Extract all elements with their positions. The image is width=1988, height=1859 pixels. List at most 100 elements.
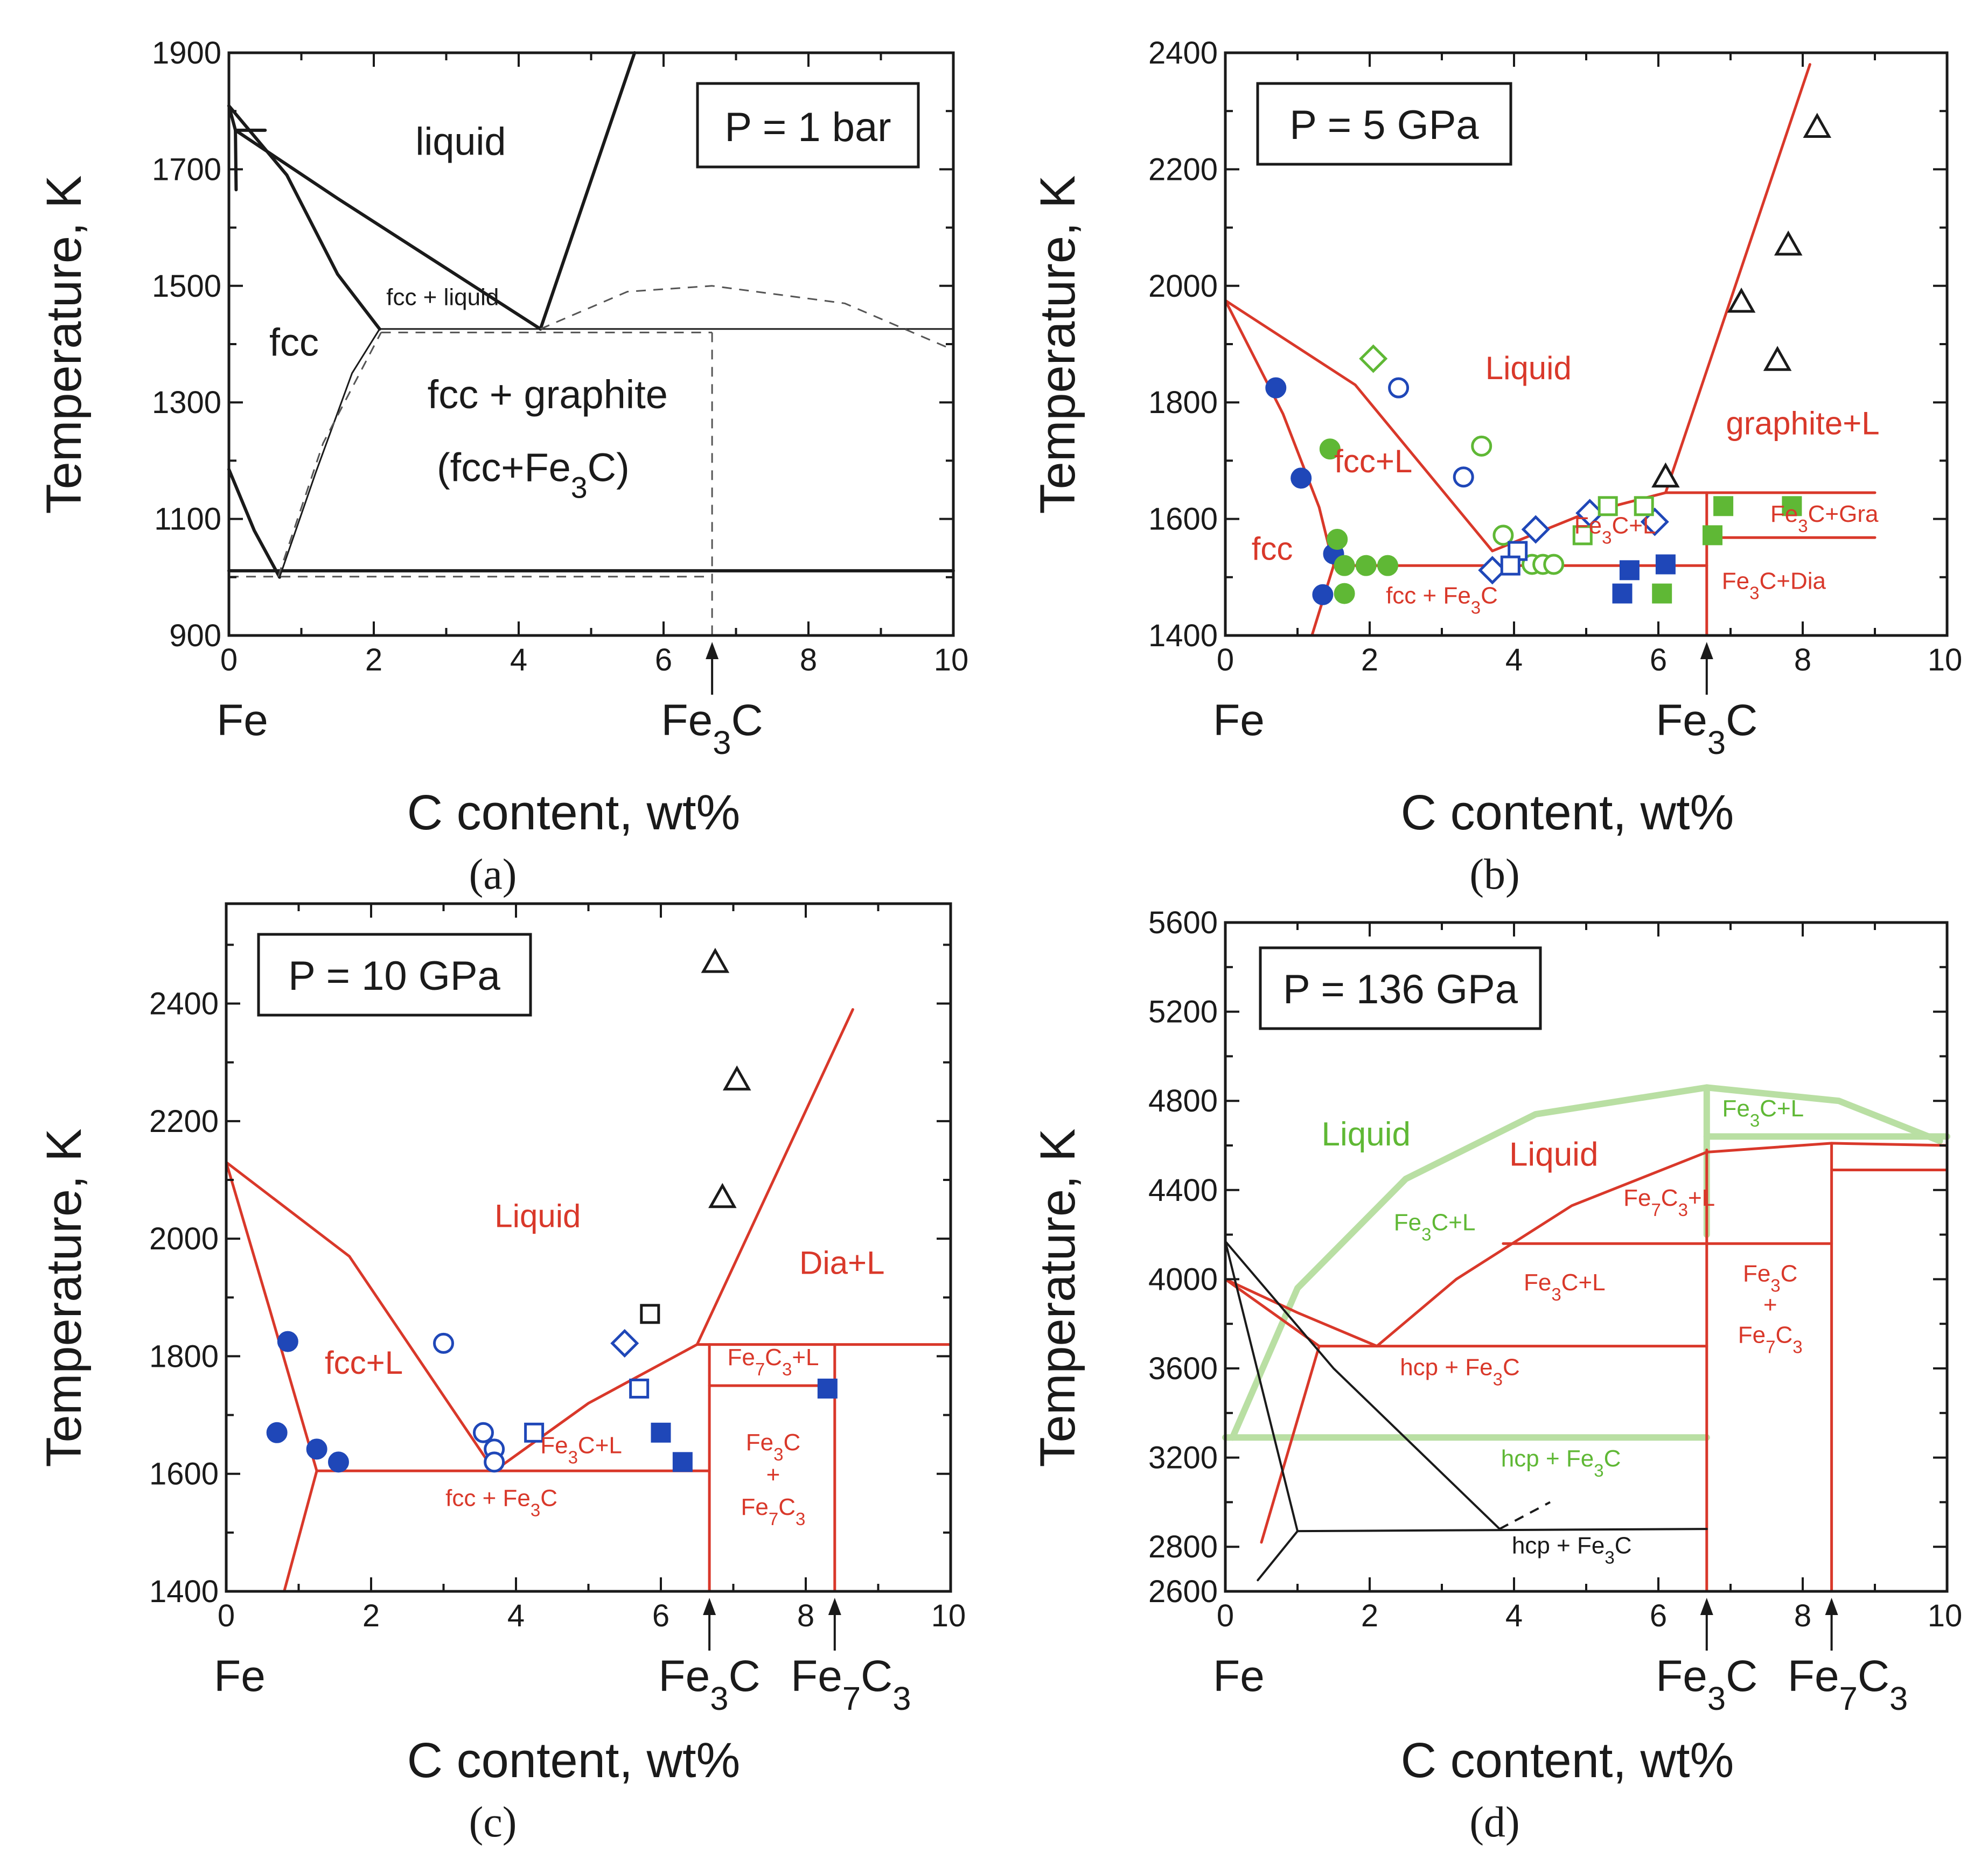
data-point-circle [1265,377,1287,399]
region-label: Liquid [1322,1116,1411,1153]
data-point-circle [1334,583,1355,604]
x-tick-label: 6 [1650,1598,1667,1633]
x-tick-label: 6 [652,1598,669,1633]
phase-boundary-line [1375,1142,1949,1348]
panel-c-region-labels: Liquid Dia+L fcc+L fcc + Fe3C Fe3C+L Fe7C3+L F… [325,1198,884,1528]
x-tick-label: 8 [797,1598,814,1633]
data-point-square [524,1422,545,1443]
panel-c-x-axis-label: C content, wt% [407,1733,741,1788]
x-tick-label: 0 [220,642,238,677]
x-tick-label: 4 [510,642,527,677]
x-tick-label: 0 [1217,1598,1234,1633]
y-tick-label: 1300 [152,385,221,420]
panel-c-y-axis-label: Temperature, K [37,1129,92,1467]
panel-a-pressure-box [696,82,920,169]
data-point-square [1619,560,1640,581]
region-label: Fe7C3+L [1623,1185,1715,1220]
arrow-head-icon [1825,1598,1838,1615]
panel-d-axes: 0 2 4 6 8 10 2600 2800 3200 3600 4000 4400 4800 5200 5… [1148,905,1962,1717]
x-tick-label: 0 [218,1598,235,1633]
y-tick-label: 2000 [149,1221,219,1256]
y-tick-label: 1800 [1148,385,1218,420]
data-point-circle [277,1331,298,1352]
region-label: Fe3C+Dia [1722,568,1826,603]
region-label: fcc+L [325,1345,403,1381]
panel-c-pressure-label: P = 10 GPa [288,953,500,999]
region-label: Dia+L [799,1245,884,1281]
y-tick-label: 2000 [1148,269,1218,304]
x-tick-label: 10 [934,642,969,677]
region-label: hcp + Fe3C [1501,1445,1621,1480]
panel-a-y-axis-label: Temperature, K [37,176,92,514]
data-point-circle [1492,525,1514,546]
data-point-circle [1355,555,1377,576]
phase-boundary-line [493,1343,699,1472]
phase-boundary-line [1229,1084,1943,1441]
panel-b-x-axis-label: C content, wt% [1401,785,1734,840]
y-tick-label: 1800 [149,1339,219,1374]
y-tick-label: 2400 [149,987,219,1022]
data-point-square [1572,525,1593,546]
panel-d-lines [1222,1084,1950,1593]
phase-boundary-line [225,1161,318,1472]
data-point-circle [1291,467,1312,489]
y-tick-label: 2800 [1148,1529,1218,1564]
y-tick-label: 3600 [1148,1351,1218,1386]
panel-d-caption: (d) [1469,1799,1519,1846]
phase-boundary-line [1224,299,1335,567]
y-tick-label: 1900 [152,36,221,71]
phase-boundary-line [227,467,282,579]
compound-label: Fe3C [661,696,763,761]
data-point-diamond [1521,515,1550,544]
panel-d-pressure-label: P = 136 GPa [1283,967,1518,1012]
panel-b: Liquid graphite+L fcc+L fcc fcc + Fe3C Fe3C+L… [1030,36,1962,898]
data-point-triangle [1651,462,1680,488]
y-tick-label: 1400 [1148,618,1218,653]
data-point-circle [472,1422,494,1443]
region-label: liquid [415,120,506,163]
x-tick-label: 10 [931,1598,966,1633]
region-label: + [1763,1292,1777,1318]
data-point-circle [1327,528,1348,550]
data-point-square [1713,496,1734,516]
fe-label: Fe [1213,696,1265,745]
data-point-diamond [610,1329,639,1358]
x-tick-label: 8 [800,642,817,677]
data-point-square [1598,496,1618,516]
region-label: Fe3C+L [1722,1095,1804,1130]
data-point-square [1634,496,1654,516]
y-tick-label: 2600 [1148,1574,1218,1609]
y-tick-label: 3200 [1148,1441,1218,1476]
compound-label: Fe3C [659,1652,761,1717]
y-tick-label: 4000 [1148,1262,1218,1297]
phase-boundary-line [1224,1277,1378,1348]
fe-label: Fe [1213,1652,1265,1701]
x-tick-label: 6 [1650,642,1667,677]
panel-b-region-labels: Liquid graphite+L fcc+L fcc fcc + Fe3C Fe3C+L… [1252,350,1880,617]
phase-boundary-line [278,328,381,578]
panel-b-points [1265,113,1832,605]
panel-c-caption: (c) [469,1799,517,1846]
data-point-triangle [1774,230,1803,256]
region-label: fcc + Fe3C [445,1485,557,1520]
data-point-triangle [701,948,730,973]
panel-a-axes: 0 2 4 6 8 10 900 1100 1300 1500 1700 1900 Fe Fe3C [152,36,968,761]
x-tick-label: 10 [1928,642,1963,677]
region-label: Fe7C3 [741,1494,806,1529]
panel-b-caption: (b) [1469,851,1519,898]
data-point-square [1703,525,1722,546]
region-label: fcc + liquid [386,284,499,311]
region-label: + [766,1462,780,1488]
x-tick-label: 2 [1361,642,1378,677]
y-tick-label: 5200 [1148,995,1218,1030]
data-point-square [672,1452,693,1472]
panel-a-region-labels: liquid fcc fcc + liquid fcc + graphite (fcc+… [269,120,668,504]
y-tick-label: 2200 [149,1104,219,1139]
panel-a: liquid fcc fcc + liquid fcc + graphite (fcc+… [37,36,968,898]
y-tick-label: 1700 [152,152,221,187]
compound-label: Fe7C3 [1788,1652,1908,1717]
region-label: (fcc+Fe3C) [437,445,630,504]
data-point-square [629,1378,650,1399]
phase-boundary-line [695,1008,854,1346]
data-point-circle [327,1451,349,1473]
